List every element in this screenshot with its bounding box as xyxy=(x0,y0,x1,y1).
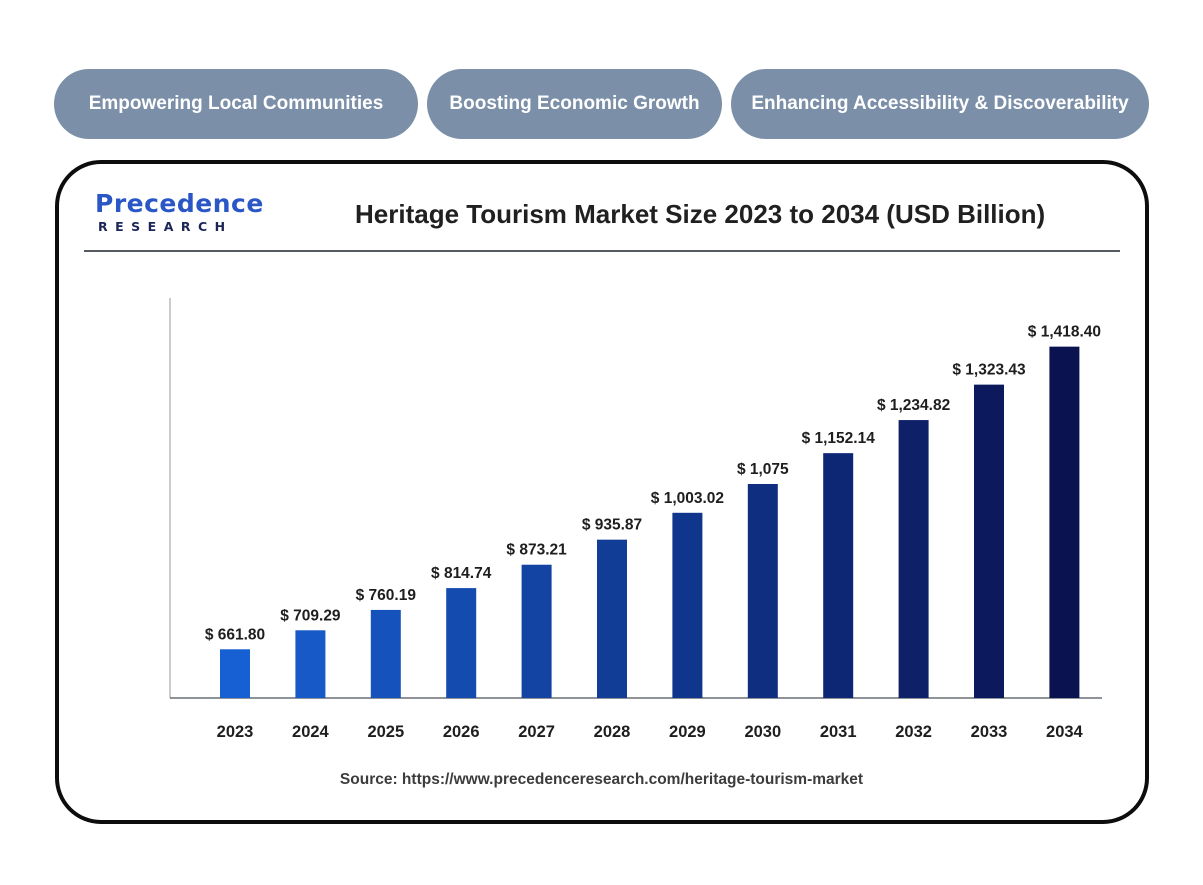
bar-2031 xyxy=(823,453,854,698)
data-label-2032: $ 1,234.82 xyxy=(877,397,950,414)
precedence-logo: Precedence RESEARCH xyxy=(95,189,264,235)
bar-2025 xyxy=(370,609,401,698)
bar-2026 xyxy=(446,588,477,698)
x-tick-2034: 2034 xyxy=(1046,723,1084,741)
x-tick-2031: 2031 xyxy=(820,723,857,741)
bar-2034 xyxy=(1049,346,1080,698)
data-label-2023: $ 661.80 xyxy=(205,626,265,643)
x-tick-2025: 2025 xyxy=(367,723,404,741)
chart-card xyxy=(55,160,1149,824)
tab-empowering-local-communities[interactable]: Empowering Local Communities xyxy=(54,69,418,139)
bar-2027 xyxy=(521,564,552,698)
logo-subtitle: RESEARCH xyxy=(98,219,233,234)
x-tick-2030: 2030 xyxy=(744,723,781,741)
x-tick-2026: 2026 xyxy=(443,723,480,741)
data-label-2033: $ 1,323.43 xyxy=(952,362,1026,379)
data-label-2034: $ 1,418.40 xyxy=(1028,324,1101,341)
tab-boosting-economic-growth[interactable]: Boosting Economic Growth xyxy=(427,69,722,139)
x-tick-2029: 2029 xyxy=(669,723,706,741)
bar-2024 xyxy=(295,630,326,698)
data-label-2029: $ 1,003.02 xyxy=(651,490,724,507)
x-tick-2024: 2024 xyxy=(292,723,330,741)
data-label-2025: $ 760.19 xyxy=(356,587,417,604)
data-label-2031: $ 1,152.14 xyxy=(802,430,876,447)
data-label-2026: $ 814.74 xyxy=(431,565,492,582)
logo-wordmark: Precedence xyxy=(95,189,264,218)
bar-2023 xyxy=(220,649,250,698)
bar-2029 xyxy=(672,512,703,698)
title-divider xyxy=(84,250,1120,252)
x-tick-2028: 2028 xyxy=(594,723,631,741)
bar-2028 xyxy=(597,539,627,698)
bar-2032 xyxy=(898,420,929,698)
x-tick-2032: 2032 xyxy=(895,723,932,741)
bar-2030 xyxy=(747,484,778,698)
chart-title: Heritage Tourism Market Size 2023 to 203… xyxy=(355,199,1046,229)
tab-enhancing-accessibility[interactable]: Enhancing Accessibility & Discoverabilit… xyxy=(731,69,1149,139)
x-tick-2033: 2033 xyxy=(971,723,1008,741)
data-label-2030: $ 1,075 xyxy=(737,461,789,478)
data-label-2027: $ 873.21 xyxy=(506,542,567,559)
data-label-2028: $ 935.87 xyxy=(582,517,642,534)
x-tick-2023: 2023 xyxy=(217,723,254,741)
x-tick-2027: 2027 xyxy=(518,723,555,741)
source-citation: Source: https://www.precedenceresearch.c… xyxy=(339,771,864,788)
bar-2033 xyxy=(974,384,1004,698)
data-label-2024: $ 709.29 xyxy=(280,607,341,624)
